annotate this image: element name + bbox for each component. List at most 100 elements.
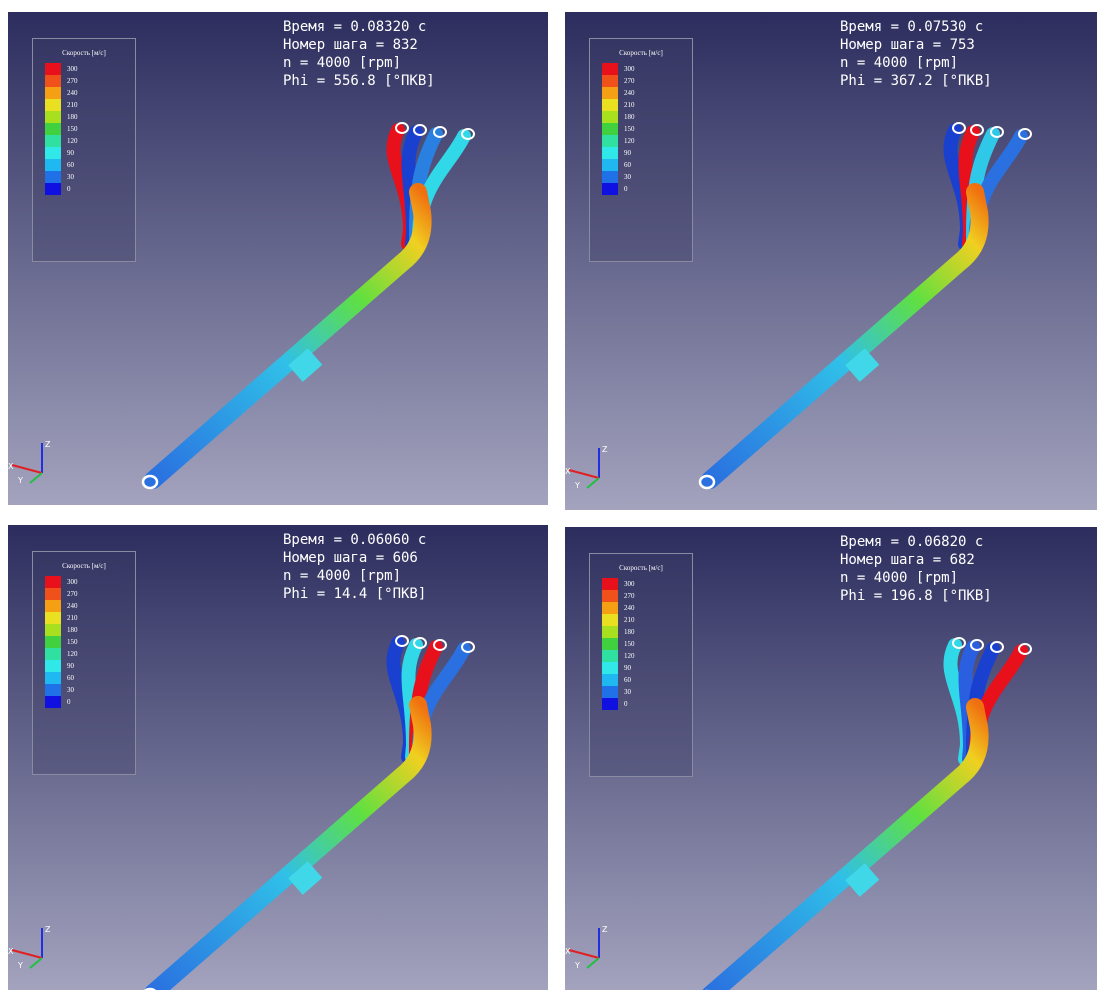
legend-swatch [602,686,618,698]
legend-row: 60 [602,159,692,171]
legend-label: 270 [67,590,78,598]
legend-label: 30 [624,688,631,696]
axis-label: X [565,947,571,956]
legend-swatch [45,63,61,75]
legend-label: 60 [67,161,74,169]
axis-label: Z [602,925,608,934]
legend-label: 120 [624,137,635,145]
axis-label: Y [574,961,580,970]
legend-row: 180 [45,624,135,636]
legend-label: 300 [624,580,635,588]
legend-row: 60 [45,672,135,684]
legend-label: 300 [624,65,635,73]
axis-label: X [565,467,571,476]
legend-row: 0 [602,698,692,710]
info-line: Phi = 556.8 [°ПКВ] [283,72,435,90]
legend-label: 60 [624,676,631,684]
legend-row: 0 [45,696,135,708]
legend-label: 30 [67,173,74,181]
legend-row: 270 [602,75,692,87]
legend-row: 60 [602,674,692,686]
legend-label: 30 [624,173,631,181]
legend-label: 60 [624,161,631,169]
legend-swatch [45,576,61,588]
axis-label: X [8,462,14,471]
legend-swatch [45,696,61,708]
legend-swatch [45,660,61,672]
legend-row: 300 [602,63,692,75]
legend-row: 0 [602,183,692,195]
legend-swatch [602,159,618,171]
legend-swatch [45,75,61,87]
legend-swatch [602,602,618,614]
legend-title: Скорость [м/с] [33,562,135,570]
legend-row: 30 [45,171,135,183]
screenshot: ZXYВремя = 0.08320 сНомер шага = 832n = … [0,0,1104,997]
axis-label: Y [17,961,23,970]
legend-label: 0 [624,700,628,708]
legend-swatch [45,135,61,147]
legend-swatch [602,698,618,710]
legend-row: 270 [45,588,135,600]
legend-row: 300 [45,576,135,588]
legend-swatch [45,87,61,99]
info-line: Номер шага = 753 [840,36,992,54]
legend-label: 180 [624,628,635,636]
legend-label: 240 [67,602,78,610]
legend-label: 90 [67,149,74,157]
legend-swatch [45,684,61,696]
legend-label: 30 [67,686,74,694]
legend-label: 180 [624,113,635,121]
legend-row: 120 [45,648,135,660]
legend-label: 210 [67,101,78,109]
legend-row: 120 [602,135,692,147]
axis-label: Y [574,481,580,490]
legend-title: Скорость [м/с] [590,564,692,572]
legend-label: 210 [624,616,635,624]
legend-label: 150 [67,638,78,646]
info-line: Время = 0.06820 с [840,533,992,551]
legend-swatch [45,99,61,111]
info-line: n = 4000 [rpm] [283,54,435,72]
legend-row: 150 [602,638,692,650]
info-line: Время = 0.07530 с [840,18,992,36]
legend-row: 300 [45,63,135,75]
info-line: Phi = 14.4 [°ПКВ] [283,585,426,603]
legend-label: 210 [67,614,78,622]
axis-label: Z [45,440,51,449]
legend-label: 90 [624,664,631,672]
legend-row: 150 [602,123,692,135]
legend-label: 0 [67,185,71,193]
legend-title: Скорость [м/с] [33,49,135,57]
info-line: Phi = 367.2 [°ПКВ] [840,72,992,90]
info-line: Phi = 196.8 [°ПКВ] [840,587,992,605]
info-block: Время = 0.08320 сНомер шага = 832n = 400… [283,18,435,90]
legend-swatch [602,111,618,123]
info-block: Время = 0.06820 сНомер шага = 682n = 400… [840,533,992,605]
info-line: n = 4000 [rpm] [283,567,426,585]
legend-row: 120 [45,135,135,147]
legend-row: 30 [45,684,135,696]
legend-swatch [602,626,618,638]
legend-swatch [45,600,61,612]
info-line: Номер шага = 682 [840,551,992,569]
legend-row: 180 [602,111,692,123]
legend-row: 150 [45,123,135,135]
legend-label: 240 [624,89,635,97]
legend-swatch [602,578,618,590]
legend-row: 90 [45,660,135,672]
legend-label: 90 [624,149,631,157]
axis-label: Z [45,925,51,934]
legend-swatch [45,147,61,159]
legend-label: 90 [67,662,74,670]
legend-label: 150 [624,125,635,133]
legend-swatch [602,87,618,99]
legend-swatch [45,183,61,195]
legend-swatch [602,147,618,159]
